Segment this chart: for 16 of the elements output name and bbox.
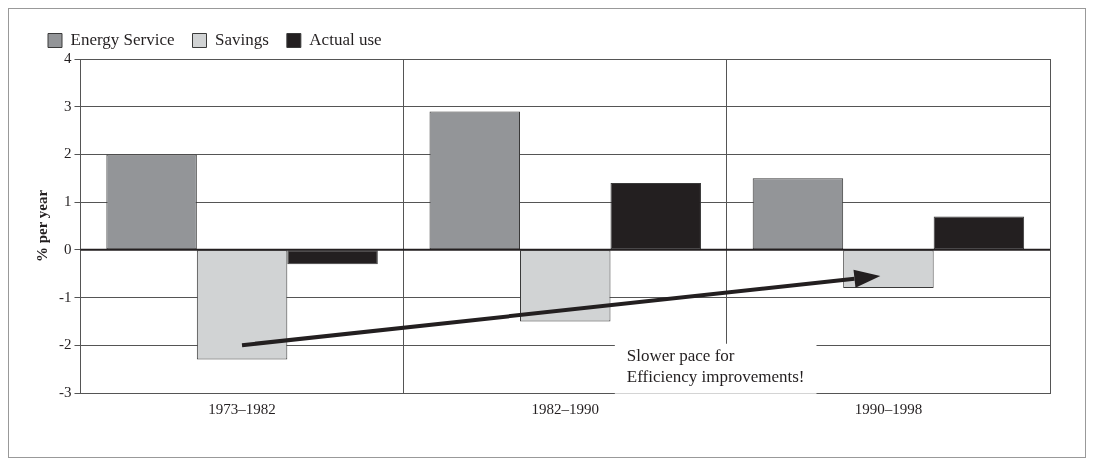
y-axis-title: % per year [33,189,50,263]
y-tick-label: 0 [64,240,72,257]
legend-label: Actual use [309,29,382,49]
annotation: Slower pace for Efficiency improvements! [626,345,805,386]
y-tick-label: 3 [64,97,72,114]
x-tick-label: 1982–1990 [531,400,599,417]
y-tick-label: -3 [59,383,72,400]
y-tick-label: 2 [64,145,72,162]
y-tick-label: -1 [59,288,72,305]
y-tick-label: 1 [64,193,72,210]
y-tick-label: 4 [64,49,72,66]
x-tick-label: 1973–1982 [208,400,276,417]
legend-label: Energy Service [70,29,175,49]
y-tick-label: -2 [59,336,72,353]
x-tick-label: 1990–1998 [854,400,923,417]
legend-label: Savings [215,29,269,49]
